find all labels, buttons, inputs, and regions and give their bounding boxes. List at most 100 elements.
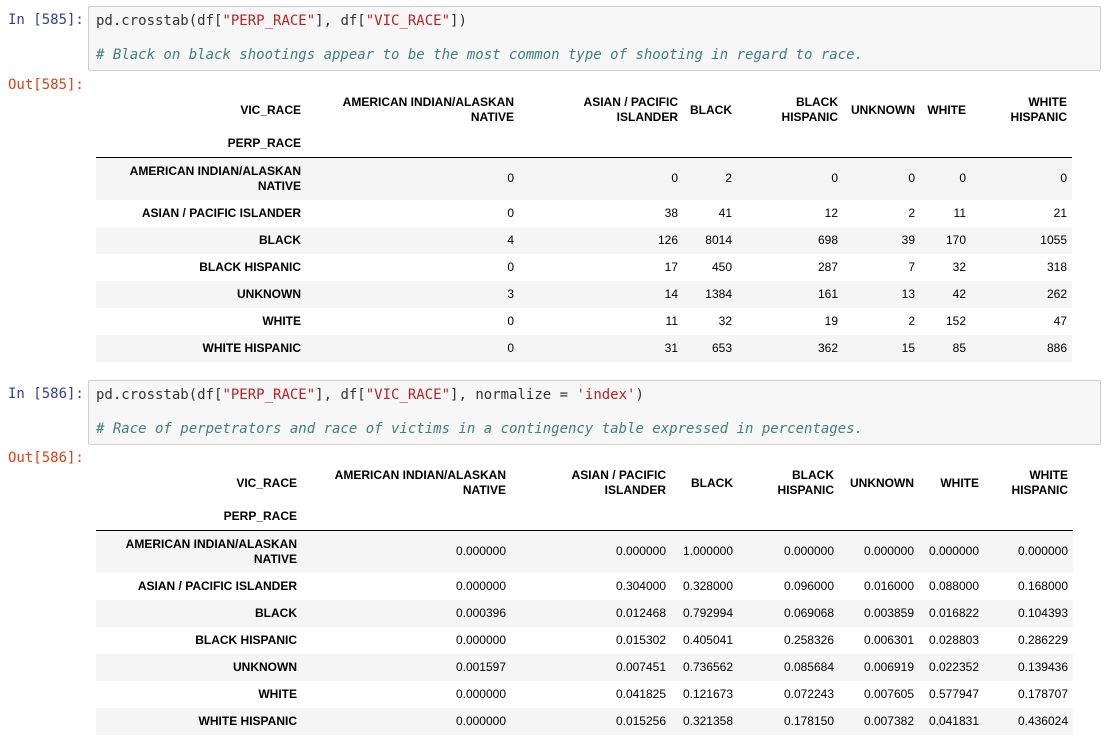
table-cell: 0: [507, 313, 514, 328]
table-row: WHITE HISPANIC 0 31 653 362 15 85 886: [96, 334, 1072, 362]
table-cell: 1055: [1040, 232, 1067, 247]
table-cell: 0.286229: [1017, 632, 1068, 647]
table-cell: 0.178707: [1017, 686, 1068, 701]
row-label: BLACK HISPANIC: [195, 632, 297, 647]
table-row: BLACK 0.000396 0.012468 0.792994 0.069068 0.0…: [96, 599, 1073, 627]
row-label: WHITE: [262, 313, 301, 328]
table-cell: 0.015256: [615, 713, 666, 728]
table-row: BLACK HISPANIC 0 17 450 287 7 32 318: [96, 254, 1072, 281]
table-cell: 0.016000: [863, 578, 914, 593]
table-cell: 0.022352: [928, 659, 979, 674]
table-cell: 0: [507, 259, 514, 274]
table-cell: 161: [817, 286, 838, 301]
code-cell-input[interactable]: pd.crosstab(df["PERP_RACE"], df["VIC_RAC…: [88, 6, 1101, 71]
input-prompt: In [586]:: [8, 386, 84, 402]
row-label: WHITE HISPANIC: [198, 713, 297, 728]
table-cell: 39: [901, 232, 915, 247]
table-row: AMERICAN INDIAN/ALASKAN NATIVE 0.000000 0.…: [96, 530, 1073, 573]
column-header: WHITE HISPANIC: [1010, 95, 1067, 124]
dataframe-table: VIC_RACE AMERICAN INDIAN/ALASKAN NATIVE …: [96, 463, 1073, 735]
code-line: pd.crosstab(df["PERP_RACE"], df["VIC_RAC…: [96, 13, 467, 29]
table-cell: 0.321358: [682, 713, 733, 728]
table-cell: 19: [824, 313, 838, 328]
table-cell: 0.792994: [682, 605, 733, 620]
table-cell: 0.000396: [455, 605, 506, 620]
table-row: BLACK HISPANIC 0.000000 0.015302 0.405041 0.…: [96, 627, 1073, 654]
table-cell: 0.016822: [928, 605, 979, 620]
table-cell: 0.000000: [783, 544, 834, 559]
row-label: BLACK: [259, 232, 301, 247]
output-prompt: Out[585]:: [8, 77, 84, 93]
table-cell: 85: [952, 340, 966, 355]
table-cell: 7: [908, 259, 915, 274]
table-cell: 0.007451: [615, 659, 666, 674]
dataframe-table: VIC_RACE AMERICAN INDIAN/ALASKAN NATIVE …: [96, 90, 1072, 362]
table-cell: 0.041825: [615, 686, 666, 701]
table-cell: 362: [817, 340, 838, 355]
table-cell: 152: [945, 313, 966, 328]
column-header: ASIAN / PACIFIC ISLANDER: [571, 468, 666, 497]
row-label: UNKNOWN: [233, 659, 297, 674]
table-row: ASIAN / PACIFIC ISLANDER 0 38 41 12 2 11 21: [96, 200, 1072, 227]
table-cell: 0: [507, 340, 514, 355]
table-cell: 32: [952, 259, 966, 274]
table-cell: 0.006919: [863, 659, 914, 674]
row-label: ASIAN / PACIFIC ISLANDER: [137, 578, 297, 593]
table-cell: 0: [831, 171, 838, 186]
table-cell: 1.000000: [682, 544, 733, 559]
table-cell: 2: [908, 313, 915, 328]
row-label: UNKNOWN: [237, 286, 301, 301]
code-text: ], normalize =: [450, 387, 577, 403]
code-string: "PERP_RACE": [222, 13, 316, 29]
table-cell: 318: [1046, 259, 1067, 274]
index-name-row: PERP_RACE: [96, 503, 1073, 531]
table-cell: 32: [718, 313, 732, 328]
table-cell: 0.015302: [615, 632, 666, 647]
code-string: "VIC_RACE": [365, 387, 451, 403]
row-label: AMERICAN INDIAN/ALASKAN NATIVE: [125, 536, 297, 566]
table-cell: 0.000000: [863, 544, 914, 559]
index-name-row: PERP_RACE: [96, 130, 1072, 158]
column-header: BLACK: [690, 102, 732, 117]
column-header: AMERICAN INDIAN/ALASKAN NATIVE: [342, 95, 514, 124]
table-row: BLACK 4 126 8014 698 39 170 1055: [96, 226, 1072, 254]
table-cell: 13: [901, 286, 915, 301]
column-header: UNKNOWN: [850, 475, 914, 490]
table-cell: 886: [1046, 340, 1067, 355]
table-cell: 698: [817, 232, 838, 247]
table-cell: 0.104393: [1017, 605, 1068, 620]
code-comment: # Black on black shootings appear to be …: [96, 47, 864, 63]
table-cell: 14: [664, 286, 678, 301]
table-cell: 4: [507, 232, 514, 247]
table-cell: 0.000000: [455, 686, 506, 701]
table-cell: 11: [953, 205, 966, 220]
table-cell: 0: [1060, 171, 1067, 186]
table-cell: 41: [718, 205, 732, 220]
table-cell: 0.006301: [863, 632, 914, 647]
row-label: BLACK HISPANIC: [199, 259, 301, 274]
input-prompt: In [585]:: [8, 12, 84, 28]
table-cell: 0: [959, 171, 966, 186]
table-row: UNKNOWN 3 14 1384 161 13 42 262: [96, 280, 1072, 308]
table-cell: 0.405041: [682, 632, 733, 647]
code-comment: # Race of perpetrators and race of victi…: [96, 421, 864, 437]
table-cell: 3: [507, 286, 514, 301]
table-cell: 0.007605: [863, 686, 914, 701]
table-cell: 0.000000: [455, 578, 506, 593]
row-label: WHITE: [258, 686, 297, 701]
code-string: "PERP_RACE": [222, 387, 316, 403]
column-header: AMERICAN INDIAN/ALASKAN NATIVE: [334, 468, 506, 497]
table-cell: 0.258326: [783, 632, 834, 647]
table-cell: 1384: [705, 286, 732, 301]
code-line: pd.crosstab(df["PERP_RACE"], df["VIC_RAC…: [96, 387, 644, 403]
table-cell: 450: [711, 259, 732, 274]
code-text: pd.crosstab(df[: [96, 13, 223, 29]
table-cell: 0: [671, 171, 678, 186]
column-header: UNKNOWN: [851, 102, 915, 117]
table-cell: 21: [1053, 205, 1067, 220]
column-header: WHITE HISPANIC: [1011, 468, 1068, 497]
table-cell: 0.041831: [928, 713, 979, 728]
table-row: AMERICAN INDIAN/ALASKAN NATIVE 0 0 2 0 0 0 0: [96, 157, 1072, 200]
table-cell: 0.168000: [1017, 578, 1068, 593]
code-cell-input[interactable]: pd.crosstab(df["PERP_RACE"], df["VIC_RAC…: [88, 380, 1101, 445]
